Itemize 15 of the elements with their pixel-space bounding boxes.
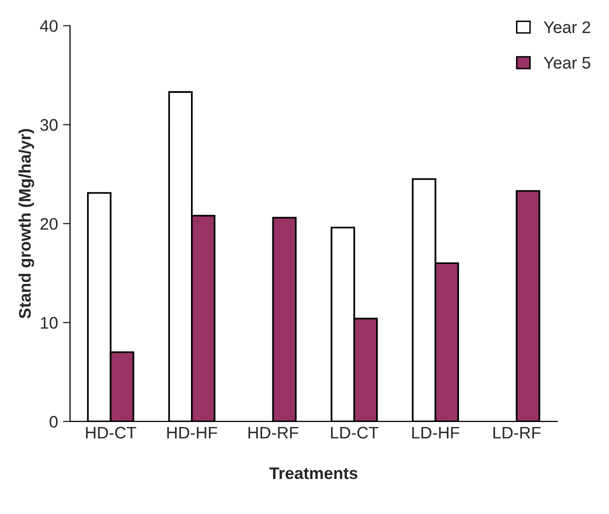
y-tick-label: 0 [50, 416, 58, 428]
x-tick-label: LD-CT [331, 426, 378, 439]
x-tick-label: HD-HF [167, 426, 218, 438]
x-tick-label: HD-RF [248, 426, 298, 438]
legend-label: Year 5 [544, 57, 590, 69]
y-tick-label: 10 [40, 316, 58, 329]
y-tick-label: 30 [40, 119, 58, 131]
legend-label: Year 2 [544, 21, 590, 34]
x-tick-label: LD-RF [493, 426, 541, 438]
y-tick-label: 20 [40, 218, 58, 230]
y-tick-label: 40 [40, 20, 58, 32]
y-axis-title: Stand growth (Mg/ha/yr) [18, 129, 34, 318]
x-tick-label: LD-HF [412, 426, 460, 438]
x-axis-title: Treatments [269, 467, 358, 480]
x-tick-label: HD-CT [86, 426, 136, 439]
